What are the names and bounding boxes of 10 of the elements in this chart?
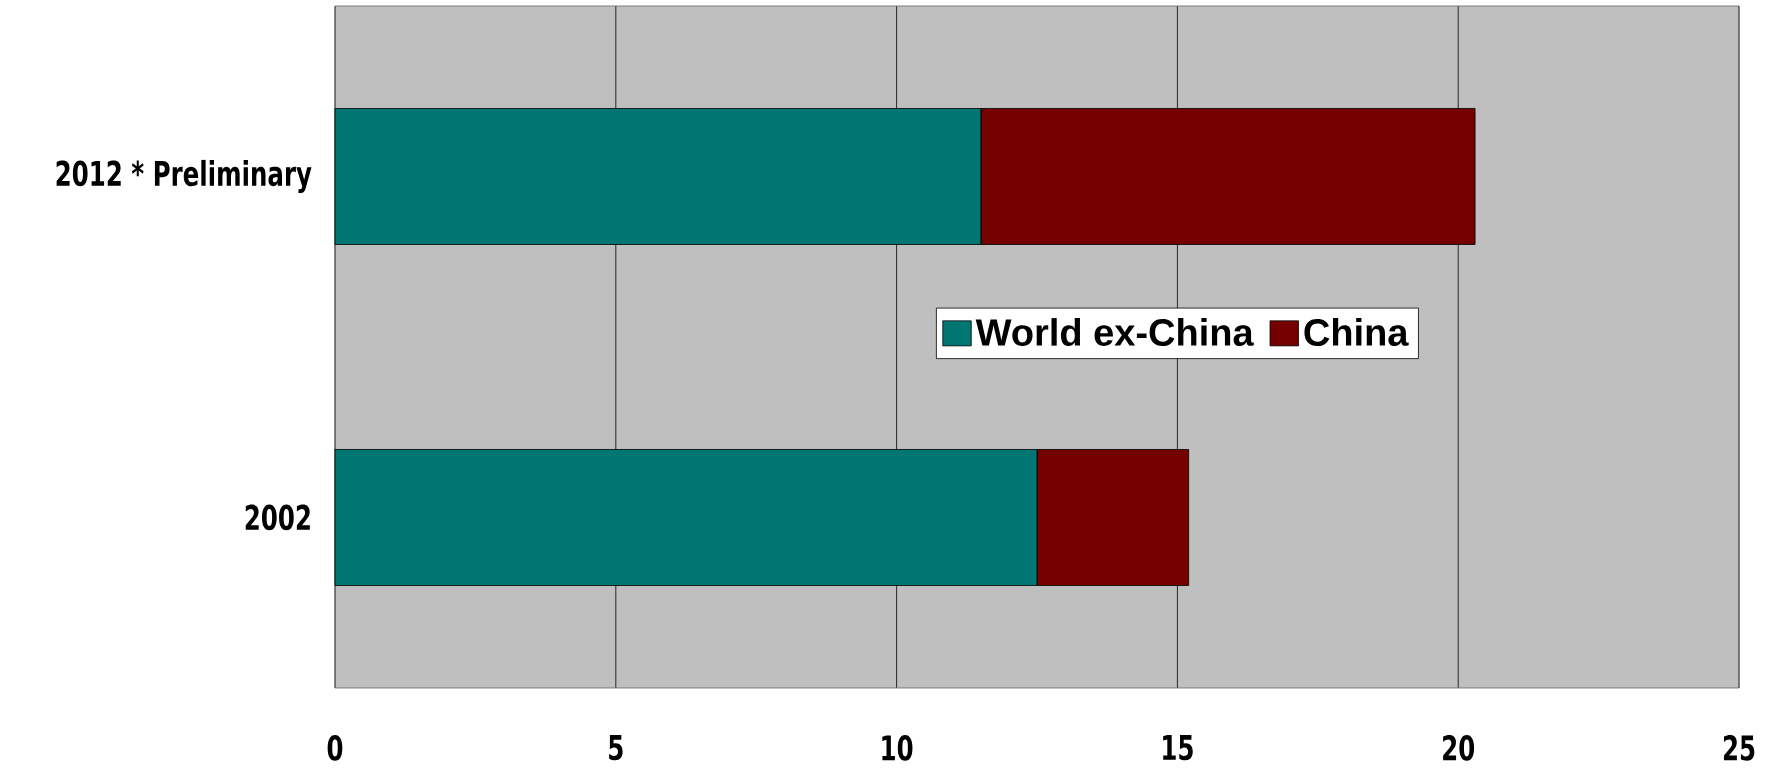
legend-label: World ex-China <box>975 318 1254 346</box>
legend-label: China <box>1304 318 1409 346</box>
y-tick-label: 2012 * Preliminary <box>56 159 312 194</box>
x-tick-label: 0 <box>327 735 343 761</box>
x-tick-label: 10 <box>882 735 913 761</box>
x-tick-label: 5 <box>609 735 623 761</box>
x-tick-label: 15 <box>1163 735 1193 761</box>
y-tick-label: 2002 <box>245 504 310 531</box>
x-tick-label: 25 <box>1723 735 1755 761</box>
x-tick-label: 20 <box>1443 735 1475 761</box>
